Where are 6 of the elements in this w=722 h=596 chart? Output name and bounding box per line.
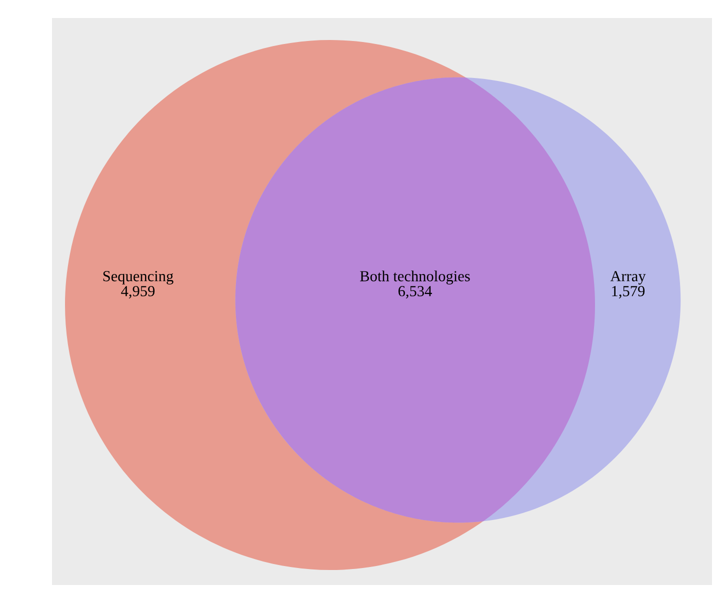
category-label: Both technologies bbox=[360, 270, 470, 284]
category-label: Array bbox=[610, 271, 646, 284]
category-label: Sequencing bbox=[103, 271, 174, 284]
data-label: 1,579 bbox=[612, 286, 645, 298]
data-label: 4,959 bbox=[121, 286, 155, 298]
data-label: 6,534 bbox=[398, 286, 432, 298]
